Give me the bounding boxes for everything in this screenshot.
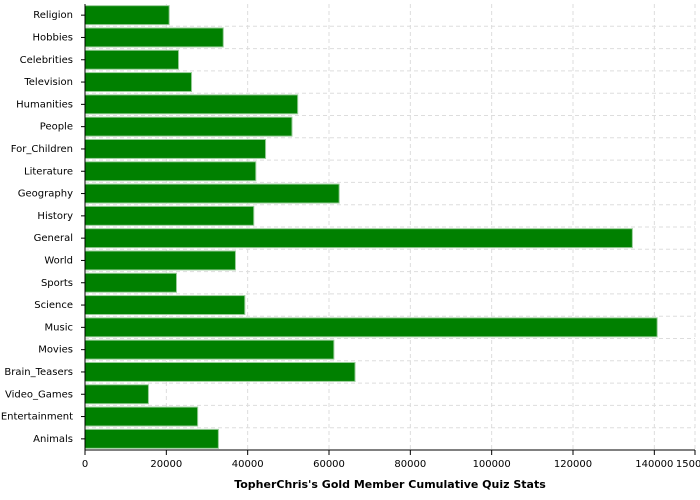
bar (84, 49, 180, 70)
y-tick-label: Video_Games (5, 389, 73, 400)
bar (84, 317, 658, 338)
bar (84, 339, 335, 360)
bar (84, 27, 224, 48)
bar (84, 5, 170, 26)
chart-title: TopherChris's Gold Member Cumulative Qui… (234, 478, 546, 491)
bar (84, 161, 257, 182)
bar (84, 406, 199, 427)
y-tick-label: Movies (38, 345, 73, 356)
x-tick-label: 150000 (676, 459, 700, 470)
bar (84, 72, 193, 93)
bar (84, 384, 149, 405)
bar (84, 272, 177, 293)
bar (84, 250, 236, 271)
bar (84, 361, 356, 382)
y-tick-label: Animals (33, 434, 73, 445)
x-tick-label: 60000 (313, 459, 345, 470)
y-tick-label: History (37, 211, 73, 222)
bar (84, 94, 299, 115)
y-tick-label: Literature (24, 166, 73, 177)
x-tick-label: 120000 (554, 459, 592, 470)
y-tick-label: Entertainment (1, 412, 73, 423)
y-tick-label: Celebrities (20, 55, 73, 66)
y-tick-label: Sports (41, 278, 73, 289)
x-tick-label: 20000 (150, 459, 182, 470)
y-tick-label: Music (45, 322, 73, 333)
x-tick-label: 0 (82, 459, 88, 470)
x-tick-label: 40000 (232, 459, 264, 470)
bar (84, 138, 267, 159)
y-tick-label: Hobbies (33, 32, 73, 43)
x-tick-label: 80000 (394, 459, 426, 470)
y-tick-label: For_Children (11, 144, 73, 155)
bar (84, 205, 255, 226)
y-tick-label: Brain_Teasers (4, 367, 73, 378)
y-tick-label: Television (23, 77, 73, 88)
y-tick-label: World (44, 255, 73, 266)
bar (84, 228, 633, 249)
x-tick-label: 140000 (635, 459, 673, 470)
y-tick-label: People (40, 122, 73, 133)
x-tick-label: 100000 (473, 459, 511, 470)
y-tick-label: General (34, 233, 73, 244)
bar (84, 116, 293, 137)
bar (84, 295, 246, 316)
bar (84, 428, 219, 449)
y-tick-label: Religion (33, 10, 73, 21)
bar (84, 183, 340, 204)
y-tick-label: Geography (18, 189, 73, 200)
y-tick-label: Science (34, 300, 73, 311)
y-tick-label: Humanities (16, 99, 73, 110)
